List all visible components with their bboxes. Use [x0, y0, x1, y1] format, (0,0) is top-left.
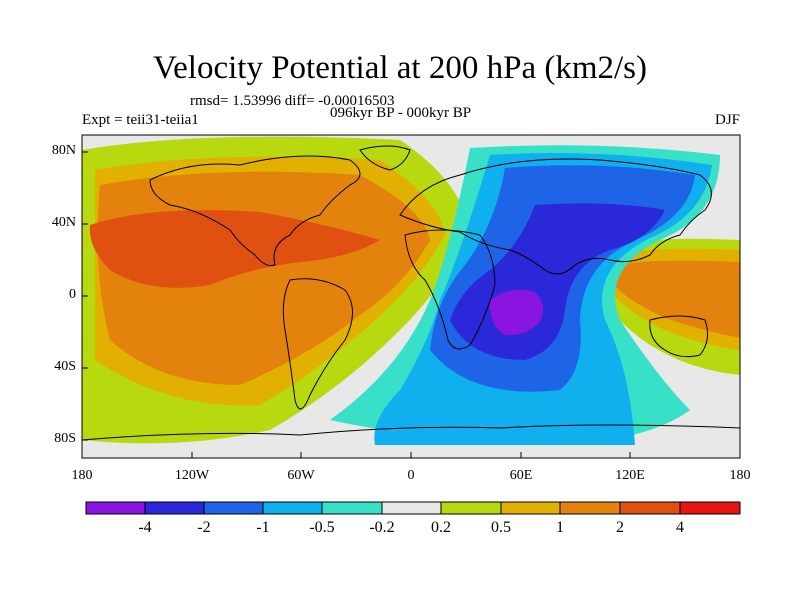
- greenland-coast: [359, 145, 411, 171]
- colorbar-label: -0.5: [309, 519, 335, 536]
- lat-label-0: 0: [69, 287, 76, 302]
- africa-coast: [404, 229, 496, 350]
- colorbar: [85, 501, 741, 515]
- lat-label-80n: 80N: [51, 143, 76, 158]
- colorbar-bin-10: [679, 501, 741, 515]
- colorbar-bin-9: [619, 501, 681, 515]
- contour-neg4: [489, 289, 544, 336]
- lat-ticks: [82, 151, 88, 441]
- colorbar-label: 0.5: [491, 519, 511, 536]
- colorbar-bin-8: [559, 501, 621, 515]
- velocity-potential-field: [82, 135, 740, 458]
- lon-ticks: [81, 452, 741, 458]
- lon-label-120e: 120E: [615, 468, 645, 483]
- season-label: DJF: [714, 112, 740, 128]
- contour-1-east: [610, 260, 740, 338]
- eurasia-coast: [399, 158, 712, 275]
- coastlines: [82, 145, 740, 441]
- lat-label-40s: 40S: [54, 359, 76, 374]
- colorbar-label: 4: [676, 519, 684, 536]
- contour-2: [89, 210, 381, 288]
- map-title: Velocity Potential at 200 hPa (km2/s): [152, 50, 648, 86]
- lon-label-180e: 180: [729, 468, 751, 483]
- lon-label-120w: 120W: [174, 468, 210, 483]
- colorbar-label: -4: [138, 519, 152, 536]
- colorbar-label: 1: [556, 519, 564, 536]
- lon-label-60e: 60E: [509, 468, 533, 483]
- australia-coast: [649, 315, 709, 358]
- period-label: 096kyr BP - 000kyr BP: [330, 105, 472, 121]
- antarctica-coast: [82, 424, 740, 441]
- lon-label-180w: 180: [71, 468, 93, 483]
- colorbar-label: 2: [616, 519, 624, 536]
- colorbar-bin-6: [440, 501, 502, 515]
- colorbar-label: -1: [256, 519, 270, 536]
- colorbar-bin-5: [381, 501, 442, 515]
- colorbar-bin-1: [144, 501, 205, 515]
- colorbar-label: 0.2: [431, 519, 451, 536]
- colorbar-label: -2: [197, 519, 211, 536]
- experiment-label: Expt = teii31-teiia1: [82, 112, 199, 128]
- statistics-text: rmsd= 1.53996 diff= -0.00016503: [190, 93, 395, 109]
- lon-label-60w: 60W: [287, 468, 315, 483]
- colorbar-bin-3: [262, 501, 323, 515]
- north-america-coast: [149, 155, 361, 266]
- colorbar-bin-4: [321, 501, 383, 515]
- lat-label-80s: 80S: [54, 431, 76, 446]
- colorbar-bin-0: [85, 501, 146, 515]
- colorbar-bin-2: [203, 501, 264, 515]
- lat-label-40n: 40N: [51, 215, 76, 230]
- south-america-coast: [282, 278, 353, 410]
- lon-label-0: 0: [407, 468, 415, 483]
- colorbar-label: -0.2: [369, 519, 395, 536]
- colorbar-bin-7: [500, 501, 561, 515]
